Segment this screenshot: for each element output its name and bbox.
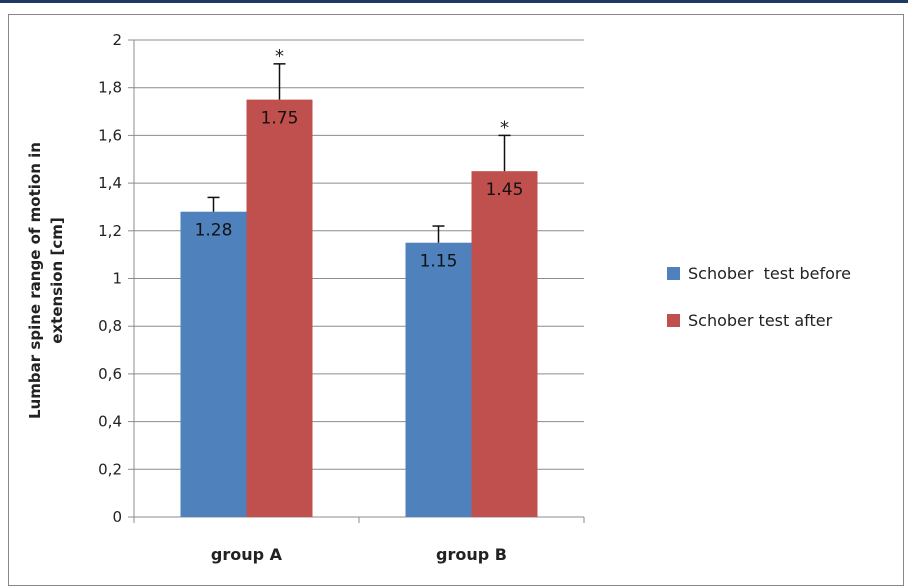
y-axis-label-line: extension [cm]: [48, 217, 66, 343]
y-tick-labels: 0 0,2 0,4 0,6 0,8 1 1,2 1,4 1,6 1,8 2: [98, 31, 122, 526]
data-label: 1.75: [261, 109, 299, 129]
bar: [405, 242, 472, 517]
legend-swatch: [667, 314, 680, 327]
y-axis-label-line: Lumbar spine range of motion in: [26, 142, 44, 419]
y-tick-label: 0,8: [98, 317, 122, 335]
bar: [471, 171, 538, 518]
y-tick-label: 1,2: [98, 222, 122, 240]
significance-marker: *: [275, 46, 284, 67]
y-tick-label: 0: [112, 508, 122, 526]
y-tick-label: 1,4: [98, 174, 122, 192]
data-labels: 1.28 * 1.75 1.15 * 1.45: [195, 46, 524, 272]
data-label: 1.45: [486, 180, 524, 200]
data-label: 1.28: [195, 221, 233, 241]
data-label: 1.15: [420, 252, 458, 272]
significance-marker: *: [500, 117, 509, 138]
category-label: group A: [211, 545, 283, 564]
bars: [180, 99, 538, 518]
y-tick-label: 1: [112, 270, 122, 288]
legend: Schober test before Schober test after: [667, 264, 851, 330]
legend-label: Schober test before: [688, 264, 851, 283]
y-tick-label: 2: [112, 31, 122, 49]
bar: [246, 99, 313, 517]
figure-frame: [0, 0, 908, 3]
y-tick-label: 0,2: [98, 460, 122, 478]
category-label: group B: [436, 545, 507, 564]
error-bars: [207, 63, 511, 243]
y-tick-label: 1,6: [98, 126, 122, 144]
y-tick-label: 0,6: [98, 365, 122, 383]
legend-swatch: [667, 267, 680, 280]
y-tick-label: 1,8: [98, 79, 122, 97]
y-tick-label: 0,4: [98, 413, 122, 431]
bar: [180, 211, 247, 517]
y-axis-label: Lumbar spine range of motion in extension…: [26, 142, 66, 419]
legend-label: Schober test after: [688, 311, 833, 330]
bar-chart: 0 0,2 0,4 0,6 0,8 1 1,2 1,4 1,6 1,8 2 1.28 * 1.75 1.1…: [26, 31, 851, 564]
category-labels: group A group B: [211, 545, 507, 564]
